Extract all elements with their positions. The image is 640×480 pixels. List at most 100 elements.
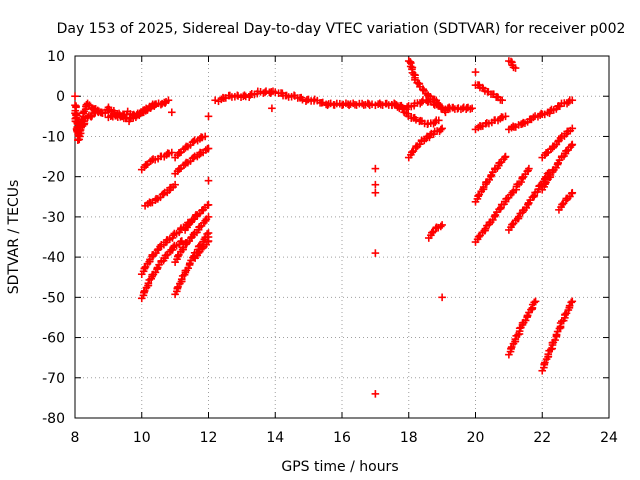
series-early-low — [71, 101, 103, 144]
x-tick-label: 12 — [200, 430, 218, 446]
data-point — [368, 100, 376, 109]
series-rise-11c — [171, 213, 213, 266]
outlier-point — [471, 68, 480, 76]
data-point — [508, 220, 517, 229]
series-rise-18 — [404, 124, 446, 162]
y-tick-label: -20 — [42, 170, 65, 186]
data-point — [525, 164, 533, 173]
data-point — [531, 297, 540, 306]
y-tick-label: -80 — [42, 411, 65, 427]
data-point — [194, 248, 203, 257]
series-rise-22b — [538, 297, 577, 375]
data-point — [544, 350, 553, 358]
outlier-point — [71, 92, 79, 101]
series-rise-20a — [471, 152, 510, 206]
x-tick-label: 22 — [533, 430, 551, 446]
data-point — [438, 221, 446, 229]
chart-title: Day 153 of 2025, Sidereal Day-to-day VTE… — [57, 21, 626, 37]
data-point — [558, 200, 567, 209]
series-rise-11e — [181, 201, 213, 234]
series-rise-19 — [424, 221, 446, 242]
x-tick-label: 10 — [133, 430, 151, 446]
data-point — [567, 298, 576, 307]
data-point — [151, 100, 159, 109]
data-point — [174, 252, 182, 260]
series-descend-21 — [505, 57, 520, 72]
data-point — [511, 335, 520, 343]
outlier-point — [211, 96, 219, 105]
data-point — [501, 152, 510, 161]
data-point — [177, 275, 186, 283]
x-tick-label: 20 — [467, 430, 485, 446]
y-tick-label: -70 — [42, 371, 65, 387]
data-point — [438, 124, 446, 133]
outlier-point — [438, 293, 446, 302]
x-axis-label: GPS time / hours — [281, 459, 398, 475]
data-point — [568, 297, 577, 306]
data-point — [501, 112, 510, 121]
outlier-point — [371, 249, 380, 257]
data-point — [475, 232, 483, 241]
data-point — [151, 155, 159, 164]
data-point — [530, 191, 539, 200]
series-descend-18 — [404, 57, 450, 117]
data-point — [408, 148, 417, 156]
data-point — [250, 90, 259, 99]
outlier-point — [371, 164, 380, 173]
data-point — [498, 96, 507, 105]
series-rise-21b — [505, 297, 540, 359]
plot-frame — [74, 55, 610, 419]
data-point — [497, 203, 505, 212]
x-tick-label: 16 — [333, 430, 351, 446]
data-point — [204, 201, 213, 209]
y-tick-label: 0 — [56, 89, 65, 105]
data-point — [568, 124, 577, 133]
series-rise-18b — [388, 101, 443, 129]
data-point — [201, 132, 209, 141]
y-tick-label: -60 — [42, 331, 65, 347]
data-point — [271, 88, 280, 96]
data-point — [511, 64, 520, 72]
outlier-point — [204, 176, 213, 185]
series-rise-22a — [538, 140, 577, 194]
series-midday-main-2 — [274, 89, 376, 110]
data-point — [552, 330, 561, 339]
data-point — [140, 264, 149, 273]
data-point — [485, 119, 493, 128]
outlier-point — [371, 180, 380, 189]
series-morning-band — [104, 100, 159, 126]
x-tick-label: 14 — [266, 430, 284, 446]
data-point — [474, 192, 483, 200]
data-point — [441, 108, 450, 117]
data-point — [167, 148, 176, 157]
series-outliers — [71, 68, 480, 398]
data-point — [517, 178, 525, 186]
data-point — [204, 144, 213, 153]
y-tick-label: -50 — [42, 290, 65, 306]
data-point — [184, 221, 193, 229]
series-rise-21 — [505, 96, 577, 134]
data-point — [407, 102, 416, 111]
data-point — [93, 107, 102, 116]
series-descend-20 — [471, 81, 507, 105]
y-tick-label: -40 — [42, 250, 65, 266]
series-rise-10d — [141, 180, 179, 210]
data-point — [178, 237, 186, 245]
tick-labels: 8 10 12 14 16 18 20 22 24 10 0 -10 -20 -30 -40 -50 -60 -7… — [42, 49, 618, 446]
series-rise-20b — [471, 164, 533, 246]
series-rise-12 — [191, 237, 213, 262]
data-point — [468, 104, 476, 113]
data-point — [434, 116, 443, 125]
data-point — [164, 96, 173, 105]
data-point — [428, 228, 437, 237]
y-tick-label: 10 — [47, 49, 65, 65]
data-point — [171, 180, 179, 189]
x-tick-label: 18 — [400, 430, 418, 446]
outlier-point — [204, 112, 213, 121]
series-midday-main — [214, 87, 280, 106]
series-rise-22c — [555, 188, 577, 214]
y-tick-label: -10 — [42, 129, 65, 145]
series-rise-11a — [171, 132, 209, 162]
y-tick-label: -30 — [42, 210, 65, 226]
grid-layer — [75, 56, 609, 418]
